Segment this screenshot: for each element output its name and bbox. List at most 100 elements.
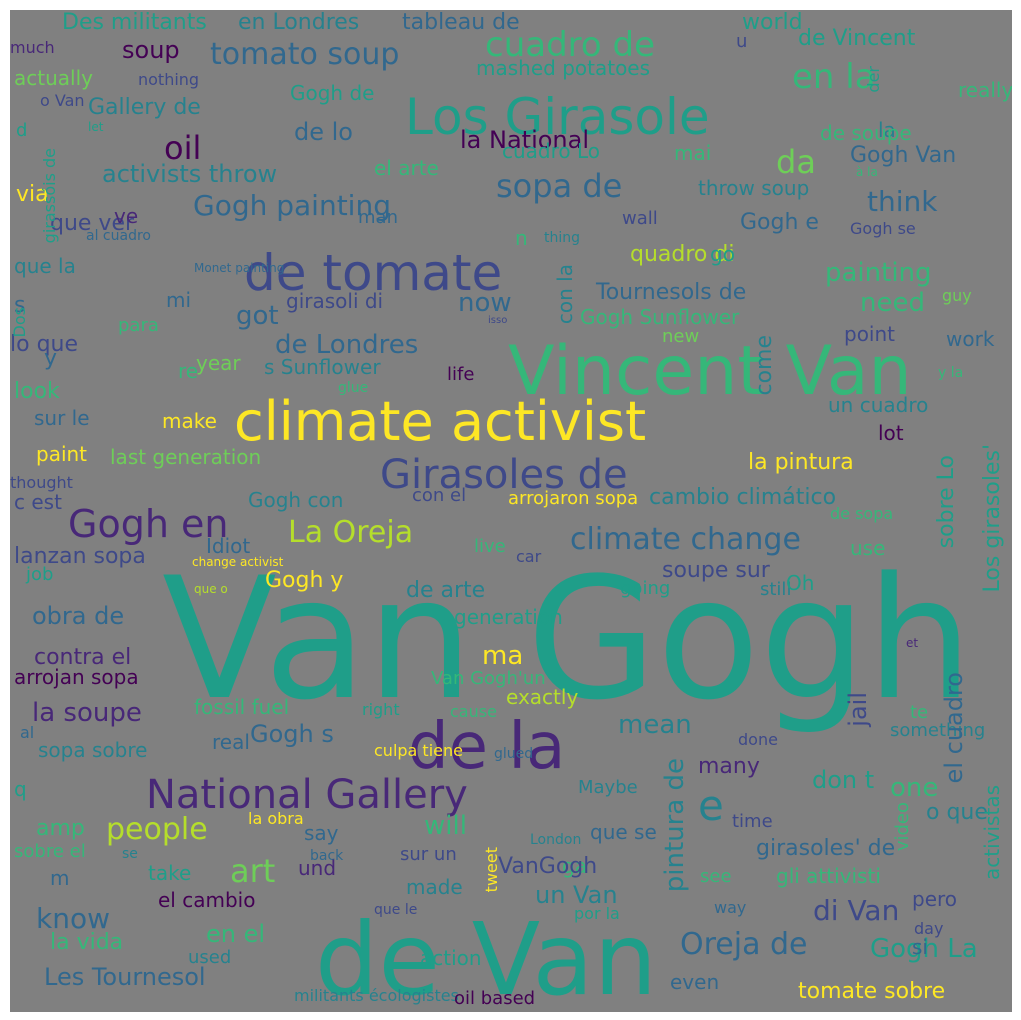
word-der: der [864, 66, 883, 93]
word-work: work [946, 327, 995, 351]
word-real: real [212, 730, 250, 754]
word-tweet: tweet [482, 847, 501, 893]
word-amp: amp [36, 816, 85, 841]
word-soupe-sur: soupe sur [662, 558, 770, 583]
word-ga: ga [562, 854, 587, 878]
word-idiot: Idiot [206, 534, 251, 558]
word-te: te [910, 702, 929, 723]
word-u: u [736, 31, 748, 52]
word-know: know [36, 902, 110, 935]
word-go: go [710, 242, 735, 266]
word-un-van: un Van [535, 881, 618, 909]
word-gogh-e: Gogh e [740, 210, 819, 235]
word-generation: generation [454, 605, 563, 629]
word-girasoli-di: girasoli di [286, 289, 384, 313]
word-used: used [188, 947, 232, 968]
word-q: q [14, 777, 27, 801]
word-video: video [892, 802, 913, 852]
word-glued: glued [494, 746, 534, 762]
word-van-gogh: Van Gogh [162, 541, 973, 737]
word-thought: thought [10, 473, 73, 492]
word-c-est: c est [14, 490, 62, 514]
word-gallery-de: Gallery de [88, 95, 201, 120]
word-que-la: que la [14, 254, 76, 278]
word-de-van: de Van [315, 901, 658, 1012]
word-see: see [700, 866, 732, 887]
word-right: right [362, 700, 400, 719]
word-fossil-fuel: fossil fuel [194, 695, 290, 719]
word-made: made [406, 875, 463, 899]
word-world: world [742, 10, 803, 35]
word-en-londres: en Londres [238, 10, 360, 35]
word-come: come [752, 335, 777, 396]
word-even: even [670, 970, 720, 994]
word-el-cambio: el cambio [158, 888, 256, 912]
word-going: going [620, 578, 671, 599]
word-cuadro-lo: cuadro Lo [502, 139, 601, 163]
word-london: London [530, 832, 582, 848]
word-de-soupe: de soupe [820, 121, 912, 145]
word-contra-el: contra el [34, 645, 132, 670]
word-n: n [515, 226, 528, 250]
word-und: und [298, 856, 337, 880]
word-culpa-tiene: culpa tiene [374, 741, 463, 760]
word-tableau-de: tableau de [402, 10, 520, 35]
word-que-le: que le [374, 902, 418, 918]
word-s: s [14, 293, 26, 318]
word-gogh-y: Gogh y [265, 568, 344, 593]
word-ma: ma [482, 641, 524, 671]
word-de-lo: de lo [294, 118, 353, 146]
word-o-que: o que [926, 800, 988, 825]
word-mai: mai [674, 141, 712, 165]
word-guy: guy [942, 286, 972, 305]
word-oil: oil [164, 129, 202, 167]
word-oil-based: oil based [454, 988, 536, 1009]
word-e: e [698, 781, 724, 830]
word-se: se [122, 846, 138, 862]
word-vincent-van: Vincent Van [508, 332, 912, 411]
word-y-la: y la [938, 365, 964, 381]
word-pero: pero [912, 887, 958, 911]
word-arrojan-sopa: arrojan sopa [14, 665, 139, 689]
word-art: art [230, 852, 276, 890]
word-mi: mi [166, 288, 192, 312]
word-la-pintura: la pintura [748, 450, 854, 475]
word-les-tournesol: Les Tournesol [44, 963, 206, 991]
word-cause: cause [450, 702, 497, 721]
word-y: y [44, 346, 58, 371]
word-gogh-de: Gogh de [290, 81, 375, 105]
word-got: got [236, 301, 279, 331]
word-national-gallery: National Gallery [146, 772, 468, 818]
word-tomato-soup: tomato soup [210, 37, 400, 72]
word-la-oreja: La Oreja [288, 515, 414, 550]
word-sopa-de: sopa de [496, 167, 623, 205]
word-thing: thing [544, 230, 581, 246]
word-done: done [738, 730, 778, 749]
word-et: et [906, 636, 919, 650]
word-con-la: con la [553, 264, 577, 325]
word-one: one [890, 773, 939, 803]
word-da: da [776, 143, 816, 181]
word-via: via [16, 182, 49, 207]
word-la-obra: la obra [248, 809, 304, 828]
word-por-la: por la [574, 904, 620, 923]
word-arrojaron-sopa: arrojaron sopa [508, 488, 639, 509]
word-think: think [867, 185, 938, 218]
word-militants-écologistes: militants écologistes [294, 986, 459, 1005]
word-de-sopa: de sopa [830, 504, 894, 523]
word-d: d [16, 120, 28, 141]
word-point: point [844, 322, 896, 346]
word-need: need [860, 288, 925, 318]
word-still: still [760, 579, 792, 600]
word-girasoles-de: girasoles' de [756, 836, 896, 861]
word-re: re [178, 359, 199, 383]
word-change-activist: change activist [192, 555, 284, 569]
word-life: life [447, 364, 475, 385]
word-de-la: de la [408, 710, 566, 784]
word-o-van: o Van [40, 91, 85, 110]
word-en-el: en el [206, 920, 266, 948]
word-action: action [420, 946, 482, 970]
word-use: use [850, 536, 886, 560]
word-gogh-con: Gogh con [248, 488, 344, 512]
word-un-cuadro: un cuadro [828, 393, 929, 417]
